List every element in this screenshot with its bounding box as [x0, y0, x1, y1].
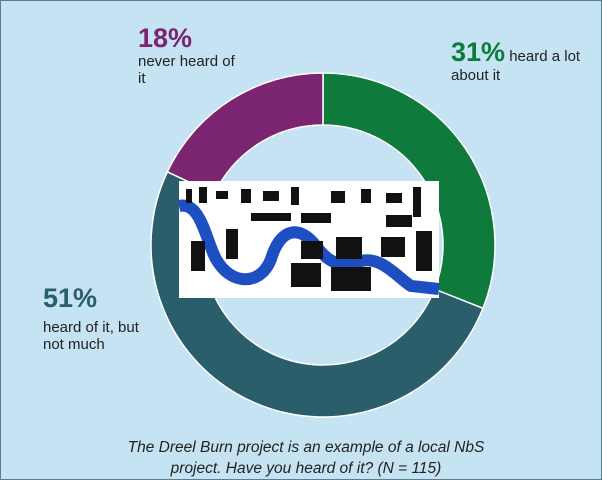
- label-never: 18% never heard of it: [138, 23, 248, 87]
- value-label: 18%: [138, 23, 193, 53]
- category-label: heard a lot about it: [451, 48, 581, 84]
- illustration-river: [177, 199, 440, 295]
- caption: The Dreel Burn project is an example of …: [127, 439, 485, 477]
- illustration-figures: [186, 187, 432, 291]
- value-label: 51%: [43, 283, 98, 313]
- donut-segment: [150, 170, 484, 418]
- label-notmuch: 51% heard of it, but not much: [43, 283, 173, 353]
- value-label: 31%: [451, 37, 506, 67]
- category-label: never heard of it: [138, 53, 235, 87]
- label-lot: 31% heard a lot about it: [451, 37, 591, 84]
- donut-segment: [322, 72, 496, 310]
- category-label: heard of it, but not much: [43, 319, 139, 353]
- donut-segment: [166, 72, 324, 195]
